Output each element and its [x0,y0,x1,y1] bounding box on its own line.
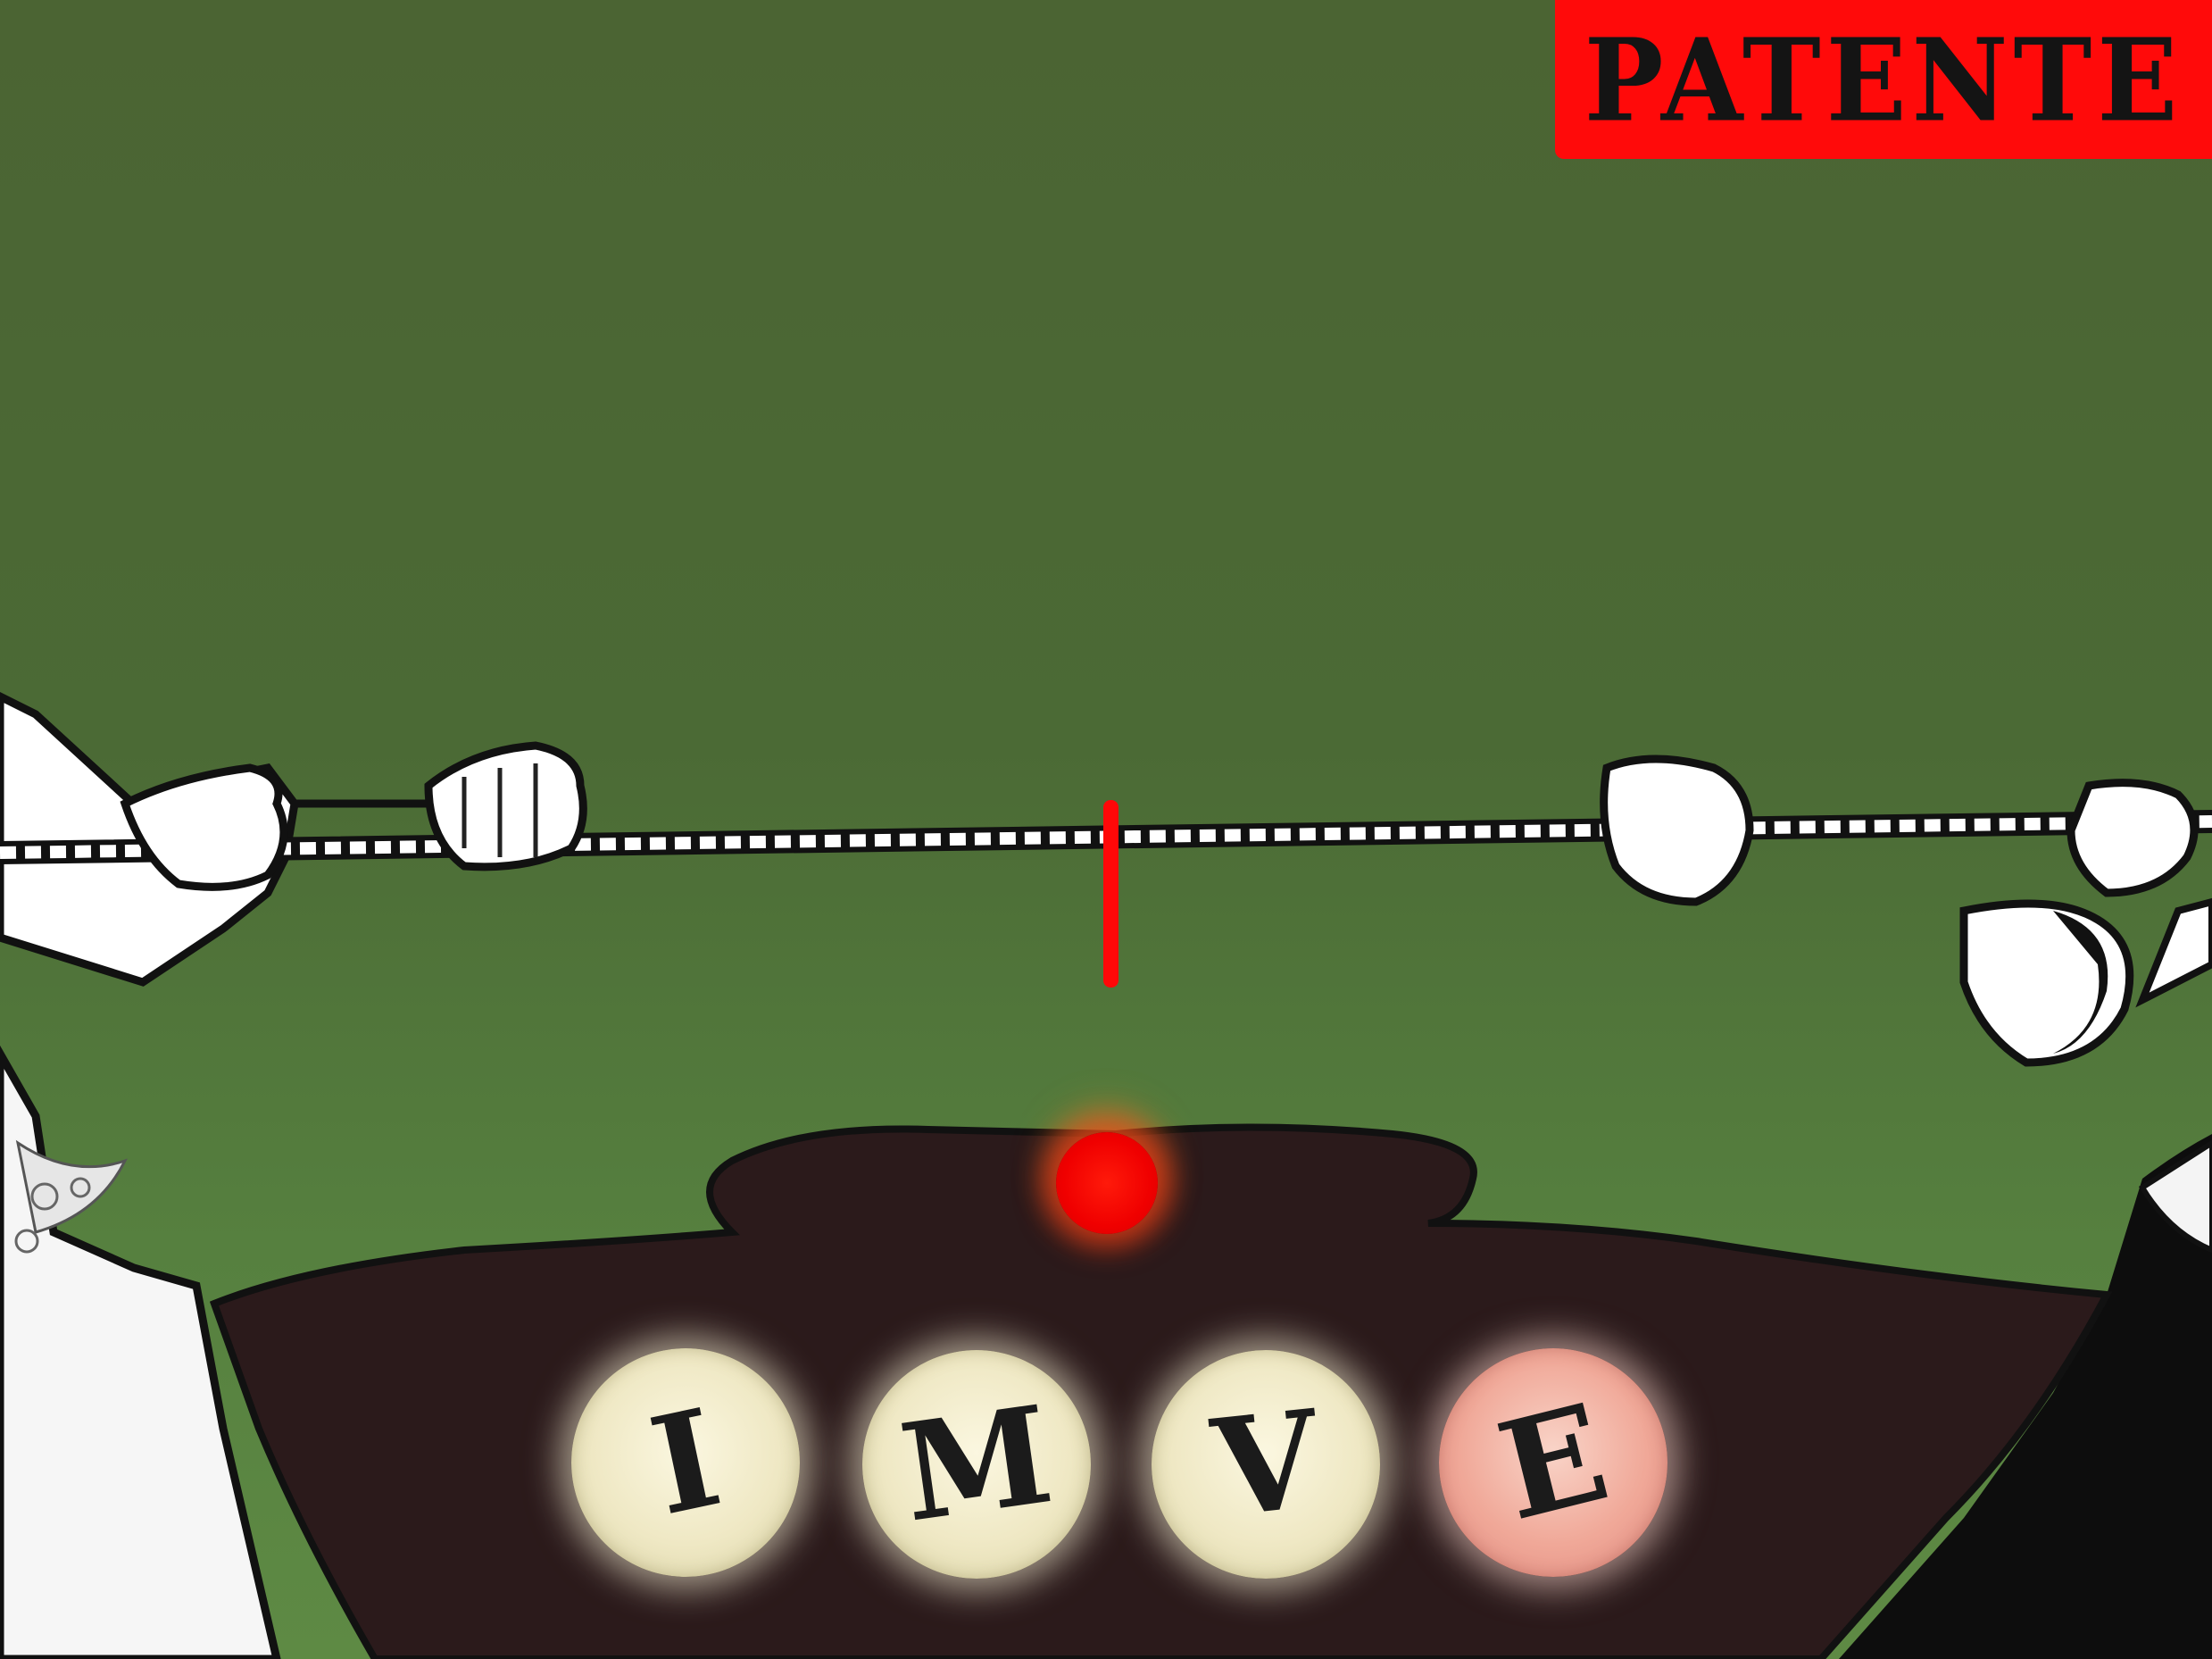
mode-badge: PATENTE [1555,0,2212,159]
letter-ball-label: M [892,1376,1061,1553]
left-hand-1 [120,763,288,891]
rope-center-marker [1103,800,1118,988]
right-hand-1 [1600,754,1754,906]
letter-ball-label: I [638,1379,733,1546]
mode-badge-label: PATENTE [1584,12,2183,147]
letter-ball-e[interactable]: E [1439,1348,1667,1577]
right-hand-2 [2066,779,2199,897]
letter-ball-label: V [1205,1380,1326,1548]
letter-ball-i[interactable]: I [571,1348,800,1577]
hair [209,1123,2113,1659]
letter-ball-m[interactable]: M [862,1350,1091,1579]
left-hand-2 [424,741,587,871]
red-indicator-dot [1056,1132,1158,1234]
letter-ball-v[interactable]: V [1152,1350,1380,1579]
letter-ball-label: E [1484,1373,1622,1552]
right-player-body [1839,1134,2212,1659]
